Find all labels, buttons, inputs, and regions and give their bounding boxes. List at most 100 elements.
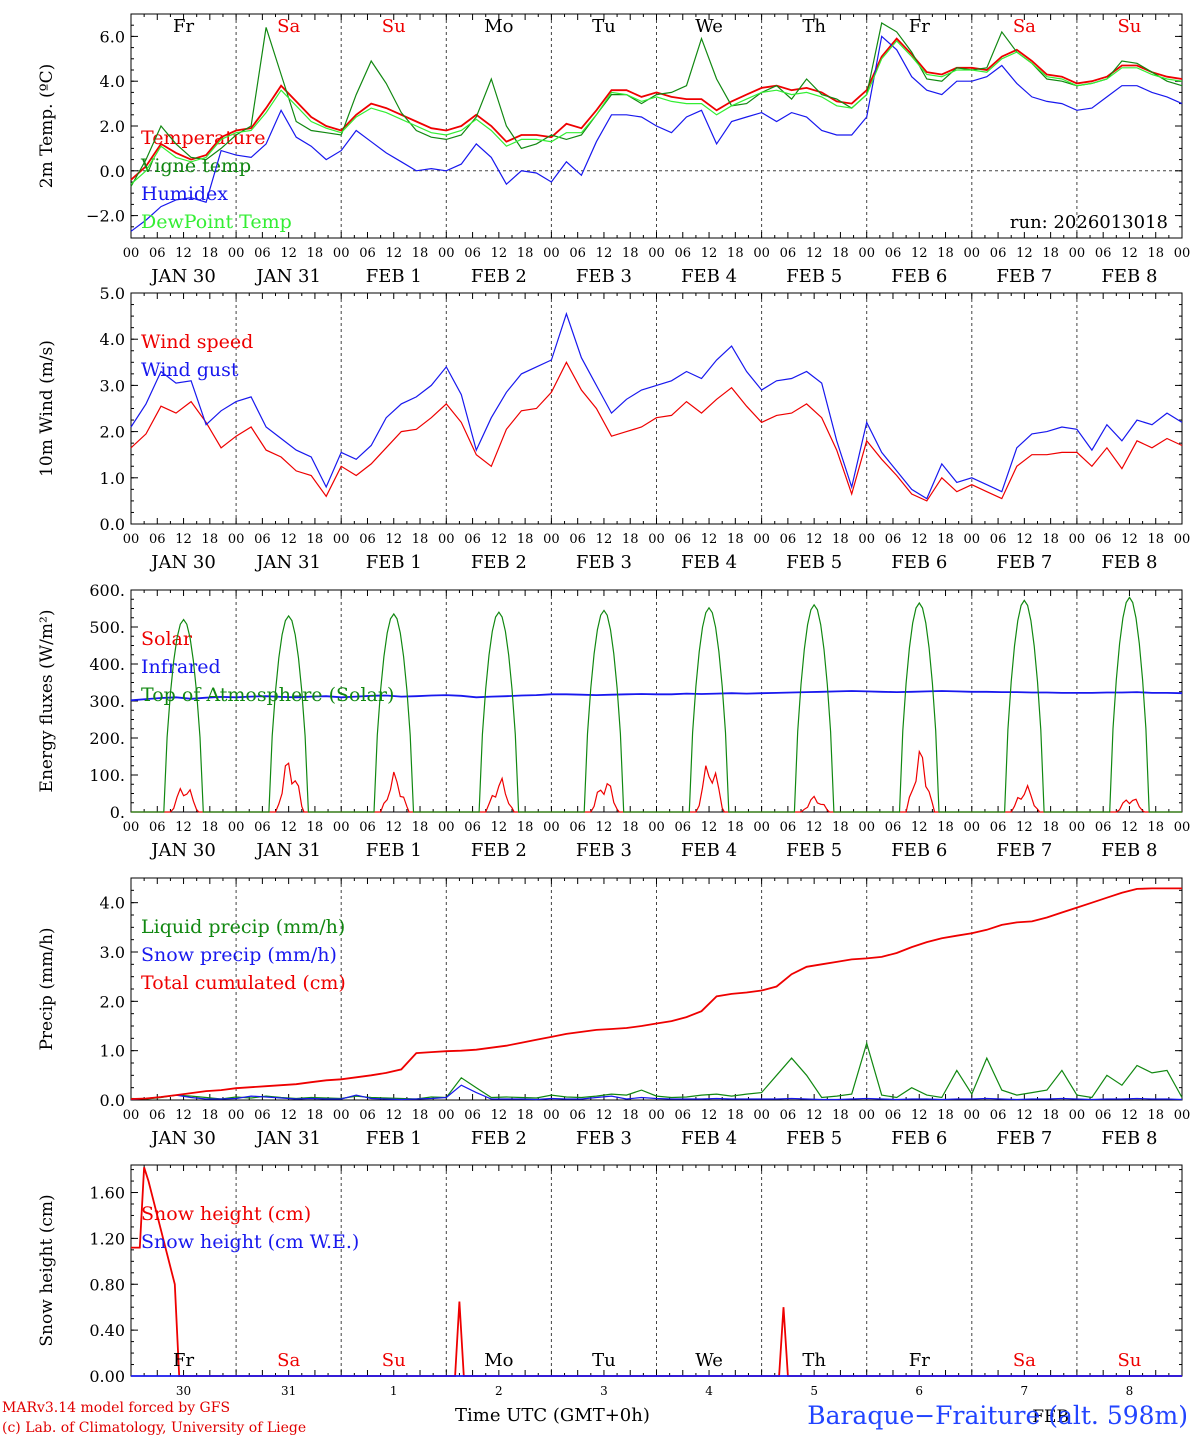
weekday-label: We [695,1350,723,1371]
bottom-day-number: 8 [1126,1384,1134,1398]
y-tick-label: 2.0 [100,423,125,442]
hour-label: 00 [648,1108,665,1123]
series-solar-day [446,776,552,813]
day-label: JAN 31 [254,266,321,287]
day-label: FEB 7 [996,840,1052,861]
y-tick-label: 5.0 [100,284,125,303]
hour-label: 18 [307,246,324,261]
hour-label: 18 [412,820,429,835]
hour-label: 12 [1016,246,1033,261]
hour-label: 00 [333,1108,350,1123]
hour-label: 06 [885,1108,902,1123]
hour-label: 12 [1121,246,1138,261]
day-label: FEB 5 [786,840,842,861]
bottom-day-number: 4 [705,1384,713,1398]
hour-label: 06 [359,246,376,261]
day-label: FEB 3 [576,552,632,573]
day-label: FEB 7 [996,266,1052,287]
hour-label: 12 [1121,532,1138,547]
hour-label: 12 [1121,820,1138,835]
legend-series-infrared: Infrared [141,656,221,678]
hour-label: 18 [517,246,534,261]
day-label: FEB 2 [471,1128,527,1149]
hour-label: 00 [228,246,245,261]
series-vigne-temp [130,22,1183,187]
hour-label: 12 [175,532,192,547]
hour-label: 00 [1174,820,1191,835]
hour-label: 18 [832,1108,849,1123]
hour-label: 00 [858,246,875,261]
weekday-label: Sa [277,1350,300,1371]
hour-label: 18 [412,1108,429,1123]
x-axis-title: Time UTC (GMT+0h) [455,1405,650,1426]
hour-label: 00 [753,820,770,835]
hour-label: 18 [622,246,639,261]
bottom-day-number: 31 [281,1384,296,1398]
day-label: FEB 2 [471,266,527,287]
day-label: JAN 30 [149,1128,216,1149]
day-label: JAN 30 [149,840,216,861]
hour-label: 18 [1147,1108,1164,1123]
day-label: FEB 6 [891,266,947,287]
y-tick-label: 0.00 [89,1367,125,1386]
hour-label: 06 [149,246,166,261]
y-tick-label: 1.20 [89,1229,125,1248]
hour-label: 12 [175,820,192,835]
y-tick-label: −2.0 [86,207,125,226]
day-label: FEB 4 [681,1128,737,1149]
hour-label: 06 [990,246,1007,261]
y-tick-label: 0. [110,803,125,822]
hour-label: 06 [780,532,797,547]
hour-label: 12 [806,1108,823,1123]
series-humidex [130,35,1183,232]
series-top-of-atmosphere-solar--day [866,601,972,813]
y-tick-label: 0.80 [89,1275,125,1294]
hour-label: 18 [727,246,744,261]
weekday-label: Tu [592,1350,616,1371]
weekday-label: Su [1117,16,1141,37]
y-tick-label: 0.0 [100,162,125,181]
hour-label: 18 [517,1108,534,1123]
hour-label: 18 [307,532,324,547]
hour-label: 12 [1016,820,1033,835]
weekday-label: We [695,16,723,37]
weekday-label: Fr [909,16,930,37]
hour-label: 06 [885,820,902,835]
day-label: FEB 3 [576,1128,632,1149]
panel-snow: 0.00 0.40 0.80 1.20 1.60 Snow height (cm) Snow… [37,1164,1183,1427]
hour-label: 06 [359,532,376,547]
hour-label: 00 [858,1108,875,1123]
hour-label: 06 [464,820,481,835]
series-solar-day [656,765,762,813]
hour-label: 06 [359,820,376,835]
bottom-day-number: 30 [176,1384,191,1398]
y-tick-label: 600. [89,581,125,600]
y-tick-label: 100. [89,766,125,785]
hour-label: 18 [412,246,429,261]
day-label: FEB 1 [366,552,422,573]
hour-label: 00 [543,532,560,547]
hour-label: 18 [1147,246,1164,261]
hour-label: 12 [701,1108,718,1123]
hour-label: 12 [280,820,297,835]
hour-label: 12 [491,532,508,547]
y-tick-label: 4.0 [100,894,125,913]
legend-series-snow-height-cm-: Snow height (cm) [141,1203,311,1225]
y-tick-label: 2.0 [100,992,125,1011]
hour-label: 12 [385,820,402,835]
weekday-label: Sa [1013,16,1036,37]
hour-label: 06 [569,532,586,547]
credit-model: MARv3.14 model forced by GFS [2,1400,231,1416]
hour-label: 06 [675,1108,692,1123]
hour-label: 18 [937,532,954,547]
series-top-of-atmosphere-solar--day [131,618,237,813]
series-top-of-atmosphere-solar--day [341,612,447,813]
series-infrared [130,690,1183,702]
day-label: FEB 3 [576,266,632,287]
hour-label: 06 [675,246,692,261]
hour-label: 18 [202,1108,219,1123]
hour-label: 00 [123,532,140,547]
hour-label: 18 [202,820,219,835]
day-label: FEB 8 [1101,1128,1157,1149]
